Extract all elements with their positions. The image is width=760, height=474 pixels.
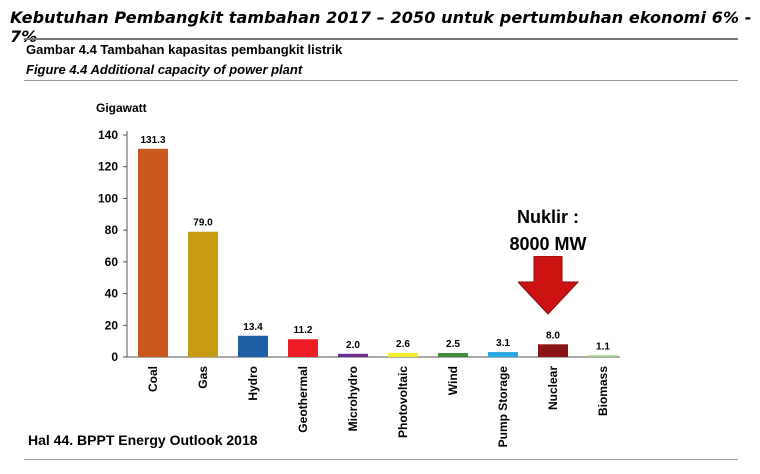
source-footer: Hal 44. BPPT Energy Outlook 2018	[28, 432, 258, 448]
title-divider	[24, 80, 738, 81]
slide-headline: Kebutuhan Pembangkit tambahan 2017 – 205…	[10, 8, 752, 46]
value-label: 3.1	[496, 338, 510, 349]
nuclear-annotation: Nuklir : 8000 MW	[486, 204, 610, 258]
annotation-line-2: 8000 MW	[509, 234, 587, 254]
y-tick-label: 120	[98, 160, 118, 174]
category-label: Pump Storage	[496, 366, 510, 448]
down-arrow-icon	[518, 256, 580, 315]
category-label: Coal	[146, 366, 160, 392]
category-label: Photovoltaic	[396, 366, 410, 438]
value-label: 2.0	[346, 340, 360, 351]
value-label: 2.6	[396, 339, 410, 350]
top-divider	[24, 38, 738, 40]
value-label: 13.4	[243, 322, 263, 333]
y-tick-label: 20	[105, 318, 119, 332]
category-label: Wind	[446, 366, 460, 395]
value-label: 131.3	[140, 135, 165, 146]
y-axis-label: Gigawatt	[96, 101, 147, 115]
bar-wind	[438, 353, 468, 357]
value-label: 1.1	[596, 341, 610, 352]
y-tick-label: 80	[105, 223, 119, 237]
y-tick-label: 100	[98, 191, 118, 205]
bar-microhydro	[338, 353, 368, 357]
y-tick-label: 60	[105, 255, 119, 269]
bar-gas	[188, 231, 218, 357]
y-tick-label: 40	[105, 287, 119, 301]
bar-biomass	[588, 355, 618, 357]
category-label: Microhydro	[346, 366, 360, 431]
value-label: 11.2	[294, 325, 313, 336]
bar-pump-storage	[488, 352, 518, 357]
bar-photovoltaic	[388, 352, 418, 357]
bottom-divider	[24, 459, 738, 460]
category-label: Geothermal	[296, 366, 310, 433]
bar-coal	[138, 148, 168, 357]
value-label: 79.0	[193, 218, 213, 229]
annotation-line-1: Nuklir :	[516, 207, 579, 227]
category-label: Hydro	[246, 366, 260, 401]
bar-hydro	[238, 335, 268, 357]
value-label: 8.0	[546, 330, 560, 341]
bar-geothermal	[288, 339, 318, 357]
y-tick-label: 140	[98, 128, 118, 142]
bar-nuclear	[538, 344, 568, 357]
figure-title: Gambar 4.4 Tambahan kapasitas pembangkit…	[26, 42, 343, 57]
category-label: Biomass	[596, 366, 610, 416]
figure-title-english: Figure 4.4 Additional capacity of power …	[26, 62, 303, 77]
category-label: Nuclear	[546, 366, 560, 410]
value-label: 2.5	[446, 339, 460, 350]
y-tick-label: 0	[111, 350, 118, 364]
category-label: Gas	[196, 366, 210, 389]
